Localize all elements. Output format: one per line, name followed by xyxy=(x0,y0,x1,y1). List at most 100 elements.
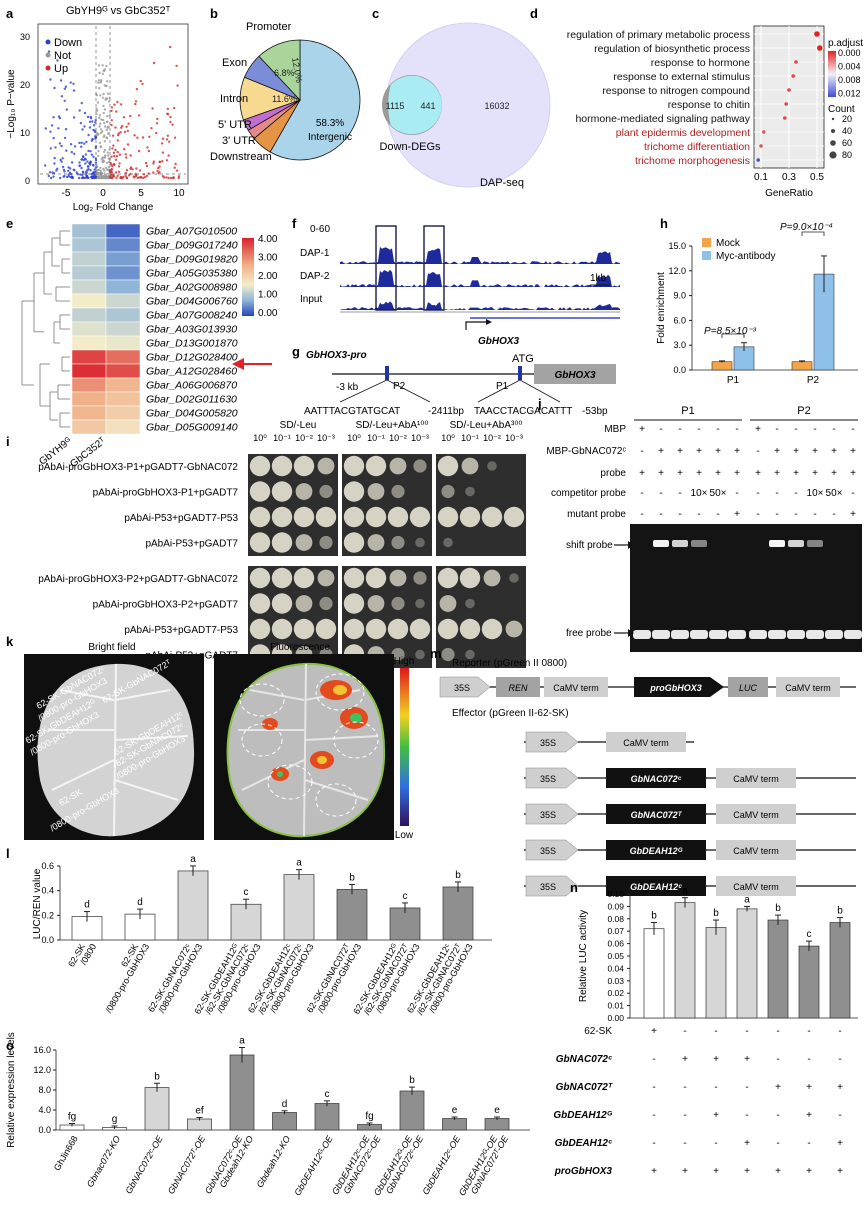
y1h-colony xyxy=(365,506,387,528)
emsa-cell: + xyxy=(677,446,683,457)
y1h-dilution: 10⁻¹ xyxy=(273,433,291,443)
heatmap-cell xyxy=(71,293,107,309)
volcano-point xyxy=(165,138,169,141)
luc-matrix-cell: - xyxy=(776,1026,779,1037)
volcano-point xyxy=(97,81,100,85)
y1h-colony xyxy=(415,598,425,609)
volcano-point xyxy=(59,176,62,180)
volcano-point xyxy=(79,121,83,125)
luc-letter: b xyxy=(837,906,843,917)
luc-bar xyxy=(767,919,789,1019)
expr-letter: e xyxy=(494,1105,500,1116)
volcano-point xyxy=(145,174,149,177)
volcano-point xyxy=(156,169,159,173)
volcano-point xyxy=(116,139,120,142)
volcano-point xyxy=(139,79,142,83)
panel-a-volcano: a GbYH9ᴳ vs GbC352ᵀ Down Not Up 0 10 20 … xyxy=(6,5,189,213)
volcano-point xyxy=(111,134,115,137)
reporter-luc xyxy=(728,677,768,697)
effector-gene-label: GbNAC072ᵀ xyxy=(631,810,683,820)
luc-matrix-cell: - xyxy=(652,1054,655,1065)
y1h-colony xyxy=(461,457,479,475)
panel-e-heatmap: e Gbar_A07G010500 Gbar_D09G017240 Gbar_D09… xyxy=(6,216,278,470)
emsa-free-band xyxy=(749,630,767,639)
reporter-luc-label: LUC xyxy=(739,683,758,693)
volcano-point xyxy=(101,72,105,76)
y1h-colony xyxy=(483,569,501,587)
luc-matrix-cell: - xyxy=(838,1110,841,1121)
go-term-label: response to nitrogen compound xyxy=(602,85,750,97)
heatmap-row-label: Gbar_A07G010500 xyxy=(146,226,237,238)
venn-overlap-count: 441 xyxy=(420,101,435,111)
volcano-point xyxy=(99,94,102,97)
volcano-point xyxy=(49,78,52,81)
emsa-cell: + xyxy=(658,468,664,479)
emsa-free-label: free probe xyxy=(566,628,612,639)
y1h-colony xyxy=(459,618,481,640)
emsa-free-arrow-icon xyxy=(628,629,634,637)
heatmap-cell xyxy=(105,363,141,379)
y1h-row-label: pAbAi-P53+pGADT7-P53 xyxy=(124,513,238,524)
expr-xlabel: GbNAC072ᵀ-OE xyxy=(166,1133,208,1196)
luc-matrix-cell: + xyxy=(682,1054,688,1065)
effector-gene-label: GbNAC072ᶜ xyxy=(631,774,682,784)
track-signals xyxy=(340,246,620,310)
volcano-point xyxy=(116,174,119,177)
go-legend-padj-title: p.adjust xyxy=(828,38,863,49)
volcano-point xyxy=(80,145,83,148)
y1h-dilution: 10⁰ xyxy=(441,433,455,443)
y1h-colony xyxy=(319,484,333,499)
effector-35s xyxy=(525,767,579,789)
volcano-point xyxy=(131,168,134,171)
heatmap-row-label: Gbar_D13G001870 xyxy=(146,338,238,350)
volcano-legend: Down Not Up xyxy=(45,37,82,75)
volcano-point xyxy=(134,172,137,176)
volcano-xtick-m5: -5 xyxy=(62,188,71,199)
emsa-cell: - xyxy=(697,509,700,520)
volcano-point xyxy=(50,124,54,127)
volcano-point xyxy=(126,143,130,146)
volcano-point xyxy=(124,174,127,178)
panel-o-expression: o 0.0 4.0 8.0 12.0 16.0 fg g b ef a d c fg b e e GhJin… xyxy=(6,1032,530,1197)
chip-ytick: 9.0 xyxy=(673,291,686,301)
lucren-ytick: 0.2 xyxy=(41,910,54,920)
volcano-point xyxy=(96,101,100,104)
luc-matrix-cell: - xyxy=(683,1138,686,1149)
volcano-point xyxy=(169,176,173,180)
legend-up: Up xyxy=(54,63,68,75)
volcano-point xyxy=(152,160,156,163)
luc-letter: c xyxy=(807,929,812,940)
fluor-low: Low xyxy=(395,830,414,841)
expr-ytick: 12.0 xyxy=(33,1065,51,1075)
leaf-bright-title: Bright field xyxy=(88,642,135,653)
panel-letter-n: n xyxy=(570,880,578,895)
volcano-point xyxy=(107,125,110,128)
expr-yticks: 0.0 4.0 8.0 12.0 16.0 xyxy=(33,1045,56,1135)
volcano-point xyxy=(98,114,102,117)
reporter-term-2 xyxy=(776,677,840,697)
volcano-point xyxy=(169,120,172,124)
emsa-shift-band xyxy=(653,540,669,547)
chip-yticks: 0.0 3.0 6.0 9.0 12.0 15.0 xyxy=(668,241,692,375)
volcano-point xyxy=(99,81,103,84)
volcano-point xyxy=(106,120,109,123)
volcano-point xyxy=(82,176,85,179)
heatmap-cell xyxy=(105,419,141,435)
luc-ytick: 0.04 xyxy=(607,963,624,973)
effector-gene-label: GbDEAH12ᴳ xyxy=(630,846,683,856)
volcano-point xyxy=(137,149,141,153)
expr-bar xyxy=(229,1054,255,1131)
y1h-dilution: 10⁰ xyxy=(347,433,361,443)
infiltration-circle xyxy=(315,673,365,711)
track-label-dap2: DAP-2 xyxy=(300,271,330,282)
volcano-point xyxy=(72,82,75,86)
volcano-point xyxy=(112,162,116,166)
y1h-colony xyxy=(271,593,293,614)
luc-ytick: 0.06 xyxy=(607,939,624,949)
emsa-cell: - xyxy=(756,446,759,457)
promoter-start: -3 kb xyxy=(336,382,359,393)
fluor-high: High xyxy=(394,656,415,667)
volcano-point xyxy=(129,166,133,169)
y1h-colony xyxy=(249,618,271,640)
volcano-point xyxy=(99,166,102,170)
